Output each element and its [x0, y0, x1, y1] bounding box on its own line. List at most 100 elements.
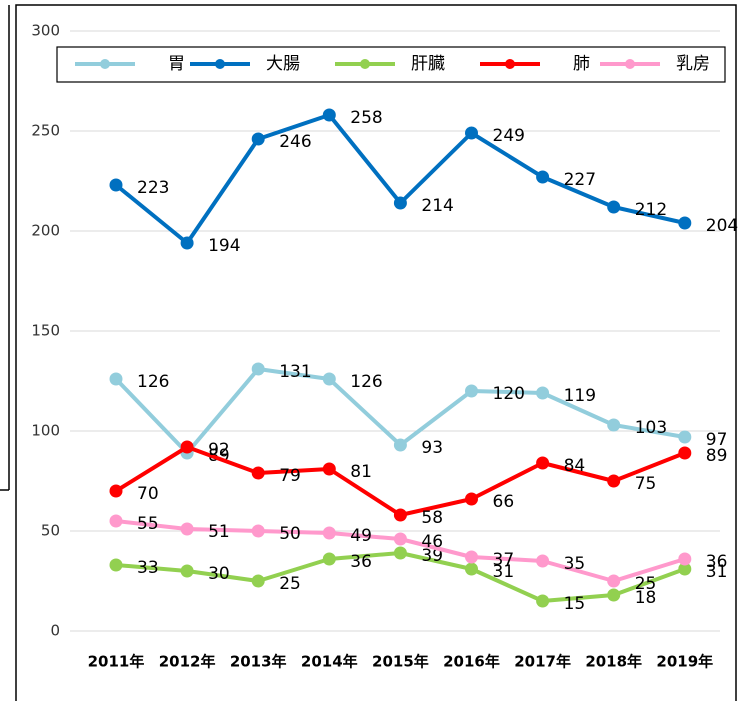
data-point	[607, 418, 621, 432]
data-point	[465, 126, 478, 140]
x-tick-label: 2015年	[372, 653, 429, 671]
data-point	[109, 372, 123, 386]
data-point	[465, 492, 478, 506]
x-tick-label: 2019年	[656, 653, 713, 671]
data-label: 212	[635, 200, 667, 220]
data-label: 55	[137, 514, 159, 534]
legend-marker	[100, 59, 110, 69]
x-tick-label: 2014年	[301, 653, 358, 671]
data-label: 84	[564, 456, 586, 476]
data-label: 36	[706, 552, 728, 572]
data-point	[251, 524, 265, 538]
y-tick-label: 300	[31, 22, 60, 40]
series-line	[114, 113, 686, 245]
data-point	[393, 532, 407, 546]
data-point	[251, 574, 265, 588]
data-point	[109, 558, 123, 572]
data-label: 131	[279, 362, 311, 382]
data-point	[465, 550, 478, 564]
legend-label: 大腸	[266, 54, 300, 74]
data-point	[251, 362, 265, 376]
data-point	[678, 552, 692, 566]
data-label: 89	[706, 446, 728, 466]
data-point	[536, 554, 550, 568]
x-tick-label: 2017年	[514, 653, 571, 671]
data-point	[678, 562, 692, 576]
data-point	[322, 462, 336, 476]
data-label: 25	[635, 574, 657, 594]
data-label: 204	[706, 216, 738, 236]
legend-marker	[215, 59, 225, 69]
data-point	[536, 456, 550, 470]
data-point	[109, 514, 123, 528]
data-point	[465, 384, 478, 398]
chart-frame	[15, 4, 737, 705]
y-tick-label: 200	[31, 222, 60, 240]
data-label: 126	[137, 372, 169, 392]
data-point	[251, 466, 265, 480]
x-tick-label: 2011年	[88, 653, 145, 671]
data-point	[322, 108, 336, 122]
data-point	[465, 562, 478, 576]
data-label: 70	[137, 484, 159, 504]
legend-label: 肺	[573, 54, 590, 74]
data-label: 93	[421, 438, 443, 458]
data-point	[251, 132, 265, 146]
data-label: 18	[635, 588, 657, 608]
data-label: 126	[350, 372, 382, 392]
data-point	[322, 372, 336, 386]
data-label: 120	[493, 384, 525, 404]
data-label: 30	[208, 564, 230, 584]
data-label: 246	[279, 132, 311, 152]
legend-label: 肝臓	[411, 54, 445, 74]
data-label: 258	[350, 108, 382, 128]
data-point	[180, 236, 194, 250]
data-label: 97	[706, 430, 728, 450]
data-point	[180, 564, 194, 578]
data-point	[180, 522, 194, 536]
y-tick-label: 100	[31, 422, 60, 440]
data-label: 36	[350, 552, 372, 572]
x-tick-label: 2012年	[159, 653, 216, 671]
data-label: 214	[421, 196, 453, 216]
data-label: 249	[493, 126, 525, 146]
data-point	[536, 170, 550, 184]
data-point	[180, 440, 194, 454]
data-point	[109, 484, 123, 498]
data-label: 31	[493, 562, 515, 582]
series-line	[114, 445, 686, 517]
data-label: 227	[564, 170, 596, 190]
data-label: 79	[279, 466, 301, 486]
data-label: 92	[208, 440, 230, 460]
data-point	[607, 588, 621, 602]
data-point	[393, 546, 407, 560]
data-point	[536, 386, 550, 400]
data-label: 31	[706, 562, 728, 582]
data-label: 51	[208, 522, 230, 542]
data-label: 15	[564, 594, 586, 614]
data-label: 46	[421, 532, 443, 552]
x-tick-label: 2018年	[585, 653, 642, 671]
legend-label: 乳房	[676, 54, 710, 74]
legend-marker	[360, 59, 370, 69]
data-label: 223	[137, 178, 169, 198]
data-point	[536, 594, 550, 608]
y-tick-label: 150	[31, 322, 60, 340]
data-label: 37	[493, 550, 515, 570]
legend-label: 胃	[168, 54, 185, 74]
data-point	[607, 200, 621, 214]
y-tick-label: 250	[31, 122, 60, 140]
data-point	[678, 446, 692, 460]
data-label: 81	[350, 462, 372, 482]
x-tick-label: 2013年	[230, 653, 287, 671]
y-tick-label: 50	[41, 522, 60, 540]
data-point	[393, 438, 407, 452]
data-label: 194	[208, 236, 240, 256]
y-tick-label: 0	[50, 622, 60, 640]
data-label: 50	[279, 524, 301, 544]
legend-marker	[505, 59, 515, 69]
data-label: 35	[564, 554, 586, 574]
data-point	[322, 552, 336, 566]
data-label: 75	[635, 474, 657, 494]
